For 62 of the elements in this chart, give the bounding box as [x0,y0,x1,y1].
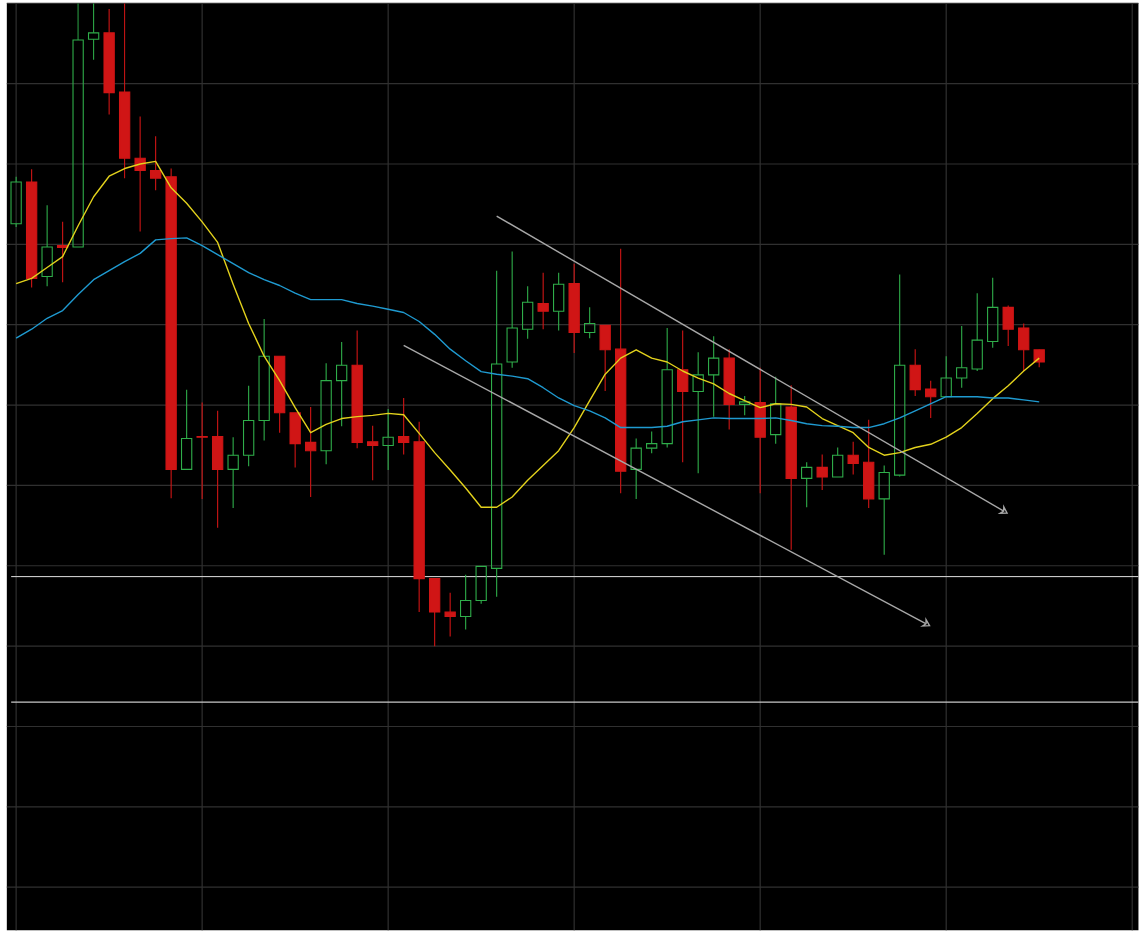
candlestick [428,578,441,647]
candlestick [1018,322,1030,372]
candlestick [10,176,22,228]
candlestick [351,329,363,449]
candlestick [522,285,534,340]
candlestick [506,250,518,369]
candlestick [878,464,890,556]
candlestick [599,324,611,392]
candlestick [816,453,828,491]
candlestick [568,263,580,354]
candlestick [180,389,193,470]
candlestick [304,406,317,498]
candlestick [677,329,689,463]
candlestick [801,461,813,508]
candlestick [553,272,565,332]
candlestick [708,335,720,418]
candlestick [971,292,983,372]
candlestick [103,8,115,116]
candlestick [491,270,503,598]
candlestick [87,3,100,61]
candlestick [227,436,239,509]
candlestick [165,167,177,499]
candlestick [196,401,208,500]
candlestick [863,419,875,509]
candlestick [537,272,549,330]
candlestick [692,351,704,474]
candlestick [1002,304,1014,347]
candlestick [25,168,38,288]
candlestick [832,446,844,478]
candlestick [72,3,84,248]
candlestick [149,135,162,191]
candlestick [847,441,859,476]
candlestick [242,385,255,467]
candlestick [894,273,906,476]
candlestick [785,384,797,551]
candlestick [615,248,627,494]
candlestick [273,355,286,434]
candlestick [320,362,332,465]
candlestick [413,421,425,613]
candlestick [723,348,735,431]
candlestick [661,327,673,449]
candlestick [630,437,642,500]
candlestick [134,115,146,233]
candlestick [258,318,270,441]
candlestick [397,397,410,456]
candlestick [987,277,999,349]
candlestick [366,425,379,481]
candlestick [956,325,968,389]
candlestick [909,348,921,397]
candlestick [289,412,301,468]
candlestick [41,204,53,287]
candlestick [460,574,472,630]
candlestick [118,3,131,179]
candlestick [770,376,782,445]
candlestick [444,592,456,637]
candlestick [754,367,766,494]
candlestick [382,408,394,471]
candlestick [584,306,596,339]
candlestick [940,355,952,398]
candlestick [335,341,348,427]
candlestick [211,410,224,529]
candlestick [925,380,937,419]
